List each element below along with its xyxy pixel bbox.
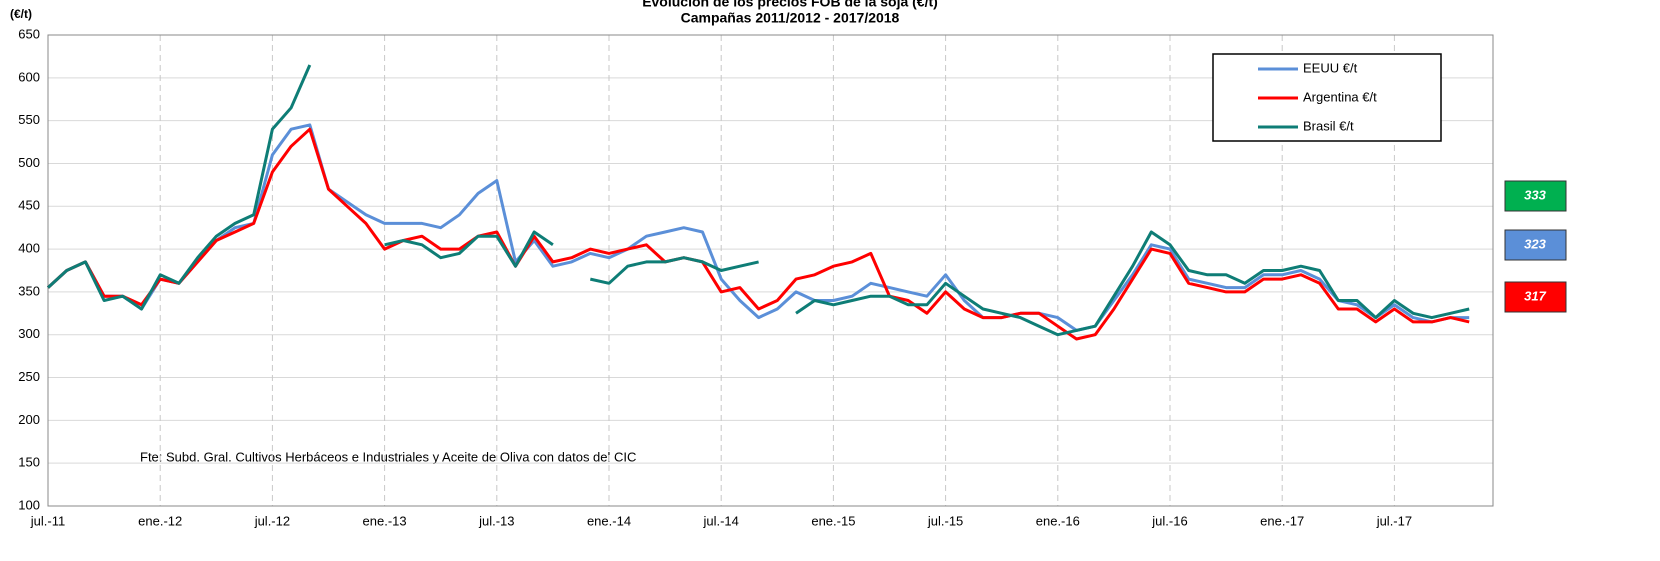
y-tick-label: 450 [18,198,40,213]
badge-box [1504,229,1567,261]
badge-box [1504,180,1567,212]
series-line [46,127,1470,341]
y-tick-label: 600 [18,69,40,84]
x-tick-label: jul.-11 [30,513,65,528]
y-tick-label: 650 [18,26,40,41]
x-tick-label: ene.-16 [1036,513,1080,528]
chart-title: Evolución de los precios FOB de la soja … [642,0,938,10]
x-tick-label: jul.-16 [1151,513,1187,528]
y-tick-label: 400 [18,241,40,256]
y-tick-label: 500 [18,155,40,170]
badge-label: 317 [1524,288,1546,303]
chart-subtitle: Campañas 2011/2012 - 2017/2018 [681,10,900,26]
legend-box [1212,53,1442,142]
y-tick-label: 250 [18,369,40,384]
x-tick-label: ene.-14 [587,513,631,528]
annotation: Fte: Subd. Gral. Cultivos Herbáceos e In… [140,449,636,464]
legend-label: Argentina €/t [1303,89,1377,104]
x-tick-label: jul.-15 [927,513,963,528]
x-tick-label: jul.-17 [1376,513,1412,528]
y-tick-label: 350 [18,283,40,298]
badge-label: 333 [1524,187,1546,202]
series-line [46,123,1470,332]
y-tick-label: 200 [18,412,40,427]
x-tick-label: jul.-13 [478,513,514,528]
x-tick-label: ene.-13 [363,513,407,528]
plot-frame [47,34,1494,507]
legend-label: Brasil €/t [1303,118,1354,133]
badge-box [1504,281,1567,313]
x-tick-label: jul.-14 [702,513,738,528]
series-line [46,64,1470,337]
y-axis-label: (€/t) [10,7,32,21]
badge-label: 323 [1524,236,1546,251]
y-tick-label: 150 [18,455,40,470]
legend-label: EEUU €/t [1303,60,1358,75]
x-tick-label: ene.-12 [138,513,182,528]
y-tick-label: 300 [18,326,40,341]
x-tick-label: ene.-15 [811,513,855,528]
x-tick-label: jul.-12 [254,513,290,528]
y-tick-label: 100 [18,497,40,512]
x-tick-label: ene.-17 [1260,513,1304,528]
y-tick-label: 550 [18,112,40,127]
